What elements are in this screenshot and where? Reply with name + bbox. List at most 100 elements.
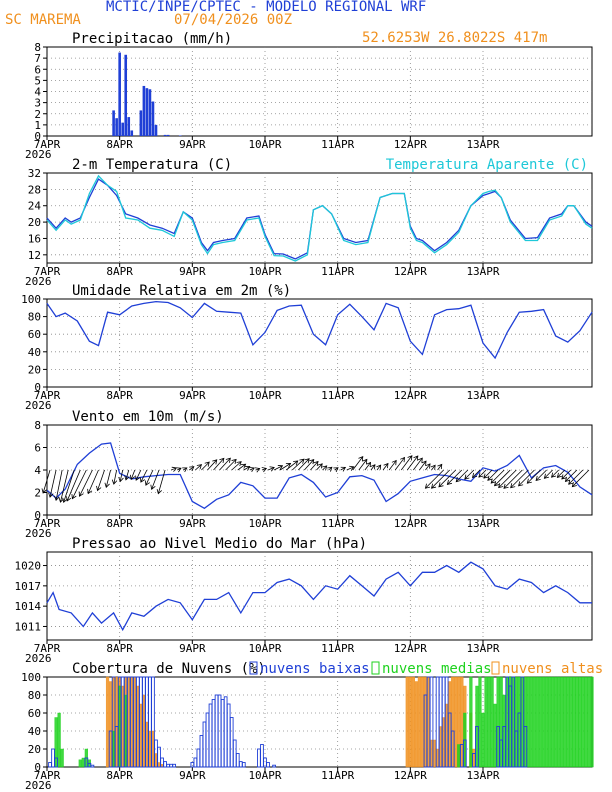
y-tick-label: 20: [28, 216, 41, 229]
wind-vector-head: [543, 473, 549, 479]
x-tick-label: 11APR: [321, 769, 354, 782]
wind-vector-head: [240, 463, 247, 469]
cloud-low-bar: [462, 739, 467, 768]
wind-vector: [243, 466, 250, 471]
wind-vector-head: [150, 484, 156, 490]
wind-vector: [249, 467, 255, 471]
wind-vector-head: [407, 455, 413, 461]
wind-vector: [382, 463, 389, 471]
cloud-high-bar: [432, 739, 437, 768]
cloud-mid-bar: [557, 676, 561, 768]
cloud-mid-bar: [535, 676, 540, 768]
cloud-mid-bar: [560, 676, 564, 768]
wind-vector: [285, 460, 299, 471]
y-tick-label: 0: [34, 130, 41, 143]
wind-vector: [527, 469, 541, 484]
wind-vector: [406, 455, 419, 471]
cloud-low-bar: [208, 703, 213, 768]
cloud-mid-bar: [529, 676, 534, 768]
wind-vector-head: [464, 474, 470, 480]
wind-vector-head: [430, 483, 437, 489]
wind-vector-head: [550, 472, 557, 478]
y-tick-label: 2: [34, 487, 41, 500]
wind-vector: [572, 469, 590, 487]
cloud-low-bar: [211, 699, 216, 768]
wind-vector-head: [526, 478, 532, 484]
precip-bar: [121, 122, 124, 136]
wind-vector-head: [430, 464, 436, 470]
x-tick-label: 13APR: [466, 642, 499, 655]
cloud-high-bar: [105, 676, 110, 768]
wind-vector-head: [322, 465, 328, 471]
wind-vector-head: [340, 466, 347, 472]
cloud-high-bar: [414, 681, 418, 768]
cloud-low-bar: [238, 761, 243, 768]
wind-vector: [105, 469, 111, 488]
wind-vector-head: [421, 460, 427, 466]
wind-vector-head: [446, 479, 452, 485]
y-tick-label: 20: [28, 363, 41, 376]
x-year-label: 2026: [25, 652, 52, 665]
y-tick-label: 8: [34, 419, 41, 432]
x-tick-label: 8APR: [106, 389, 133, 402]
precip-bar: [163, 134, 167, 136]
cloud-mid-bar: [554, 676, 558, 768]
panel-title: 2-m Temperatura (C): [72, 157, 232, 173]
cloud-mid-bar: [538, 676, 543, 768]
wind-vector-head: [231, 458, 237, 465]
cloud-low-bar: [151, 676, 155, 768]
x-tick-label: 13APR: [466, 138, 499, 151]
wind-vector: [413, 457, 423, 471]
y-tick-label: 6: [34, 63, 41, 76]
wind-vector: [71, 469, 87, 499]
x-tick-label: 13APR: [466, 265, 499, 278]
x-tick-label: 8APR: [106, 138, 133, 151]
wind-vector: [494, 469, 511, 486]
cloud-low-bar: [511, 676, 516, 768]
wind-vector-head: [54, 495, 60, 502]
wind-vector-head: [124, 475, 130, 481]
y-tick-label: 16: [28, 232, 41, 245]
cloud-mid-bar: [575, 676, 579, 768]
y-tick-label: 80: [28, 689, 41, 702]
wind-vector: [140, 469, 148, 483]
wind-vector: [157, 469, 166, 494]
y-tick-label: 100: [21, 671, 41, 684]
cloud-low-bar: [229, 717, 234, 768]
x-year-label: 2026: [25, 527, 52, 540]
cloud-mid-bar: [581, 676, 585, 768]
y-tick-label: 40: [28, 725, 41, 738]
cloud-low-bar: [54, 757, 58, 768]
wind-vector: [364, 462, 371, 471]
cloud-high-bar: [454, 676, 458, 768]
wind-vector-head: [71, 494, 77, 500]
y-tick-label: 28: [28, 183, 41, 196]
cloud-low-bar: [90, 764, 95, 768]
x-tick-label: 8APR: [106, 265, 133, 278]
precip-bar: [142, 85, 146, 136]
x-year-label: 2026: [25, 779, 52, 792]
wind-vector: [130, 469, 136, 480]
y-tick-label: 3: [34, 97, 41, 110]
wind-vector: [376, 464, 382, 471]
wind-vector-head: [383, 462, 389, 469]
cloud-low-bar: [429, 676, 434, 768]
y-tick-label: 1014: [15, 600, 42, 613]
cloud-low-bar: [226, 703, 231, 768]
wind-vector: [438, 469, 457, 488]
legend-label: nuvens medias: [382, 661, 492, 677]
cloud-low-bar: [196, 748, 201, 768]
panel-frame: [46, 551, 593, 641]
cloud-low-bar: [51, 748, 55, 768]
wind-vector: [510, 469, 529, 489]
legend-apparent-temperature: Temperatura Aparente (C): [386, 157, 588, 173]
legend-swatch: [249, 661, 258, 675]
pressure-line: [46, 561, 592, 632]
wind-vector-head: [48, 492, 54, 498]
y-tick-label: 1020: [15, 560, 42, 573]
y-tick-label: 32: [28, 167, 41, 180]
wind-vector: [42, 469, 51, 494]
cloud-low-bar: [260, 744, 264, 768]
wind-vector: [425, 463, 431, 471]
cloud-low-bar: [232, 739, 237, 768]
